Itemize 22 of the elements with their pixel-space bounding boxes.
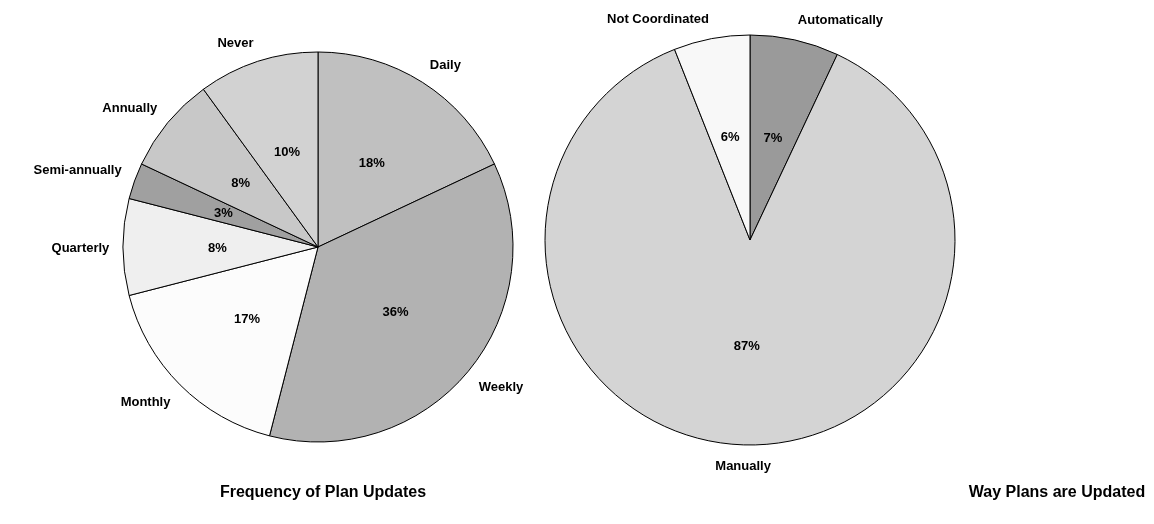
data-label: 87% xyxy=(733,337,761,353)
slice-label: Quarterly xyxy=(51,239,111,255)
data-label: 8% xyxy=(231,175,251,191)
data-label: 8% xyxy=(208,239,228,255)
slice-label: Annually xyxy=(102,100,158,115)
data-label: 36% xyxy=(382,303,409,319)
slice-label: Monthly xyxy=(120,393,172,409)
slice-label: Not Coordinated xyxy=(607,10,709,26)
slice-label: Daily xyxy=(429,56,462,72)
slice-label: Weekly xyxy=(478,379,525,394)
data-label: 18% xyxy=(358,154,386,170)
slice-label: Semi-annually xyxy=(33,162,123,178)
slice-label: Automatically xyxy=(797,11,884,27)
data-label: 17% xyxy=(233,310,261,326)
text: Way Plans are Updated xyxy=(968,482,1146,500)
slice-label: Manually xyxy=(715,458,772,474)
text: Frequency of Plan Updates xyxy=(219,482,427,500)
slice-label: Never xyxy=(217,34,254,50)
data-label: 7% xyxy=(763,129,783,145)
data-label: 10% xyxy=(273,143,301,159)
data-label: 6% xyxy=(720,128,741,144)
data-label: 3% xyxy=(214,205,234,221)
